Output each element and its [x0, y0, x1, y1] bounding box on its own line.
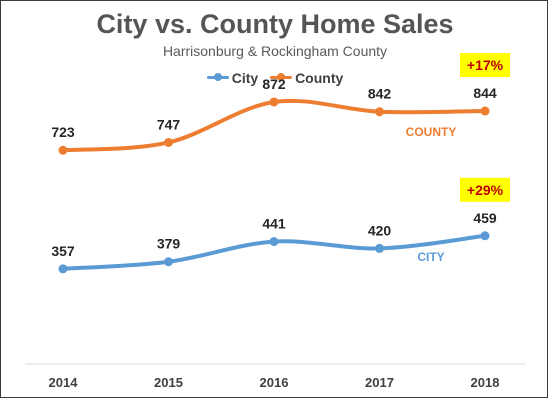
data-label-county-2017: 842 — [368, 86, 392, 102]
legend-item-city: City — [206, 69, 259, 86]
data-label-city-2018: 459 — [473, 210, 497, 226]
data-label-city-2014: 357 — [51, 243, 75, 259]
data-point-city-2018 — [480, 231, 490, 241]
x-tick-label-2014: 2014 — [49, 375, 79, 390]
data-label-county-2018: 844 — [473, 85, 497, 101]
change-callout-box-county — [460, 53, 510, 78]
data-point-county-2016 — [269, 97, 279, 107]
series-label-county: COUNTY — [406, 125, 457, 139]
change-callout-city: +29% — [467, 182, 504, 198]
data-label-county-2015: 747 — [157, 116, 181, 132]
change-callout-box-city — [460, 177, 510, 202]
series-label-city: CITY — [417, 250, 444, 264]
chart-subtitle: Harrisonburg & Rockingham County — [162, 43, 388, 59]
data-label-county-2014: 723 — [51, 124, 75, 140]
data-label-city-2017: 420 — [368, 222, 392, 238]
data-point-county-2017 — [375, 107, 384, 117]
data-label-city-2015: 379 — [157, 236, 181, 252]
x-tick-label-2017: 2017 — [365, 375, 394, 390]
x-tick-label-2015: 2015 — [154, 375, 183, 390]
change-callout-county: +17% — [467, 57, 504, 73]
data-label-county-2016: 872 — [262, 76, 286, 92]
data-point-city-2015 — [164, 257, 173, 267]
legend-swatch-county — [270, 73, 293, 81]
data-point-city-2017 — [375, 243, 384, 253]
x-tick-label-2016: 2016 — [260, 375, 289, 390]
legend-label-county: County — [295, 69, 344, 86]
data-point-county-2014 — [58, 145, 68, 155]
legend-swatch-city — [206, 73, 229, 81]
chart-title: City vs. County Home Sales — [96, 9, 454, 39]
data-point-county-2018 — [480, 106, 490, 116]
data-point-city-2014 — [58, 264, 68, 274]
data-point-county-2015 — [164, 137, 173, 147]
data-point-city-2016 — [269, 237, 279, 247]
x-tick-label-2018: 2018 — [471, 375, 500, 390]
legend-item-county: County — [270, 70, 343, 86]
data-label-city-2016: 441 — [262, 216, 286, 232]
chart-legend: City County — [0, 66, 550, 86]
legend-label-city: City — [231, 69, 259, 86]
